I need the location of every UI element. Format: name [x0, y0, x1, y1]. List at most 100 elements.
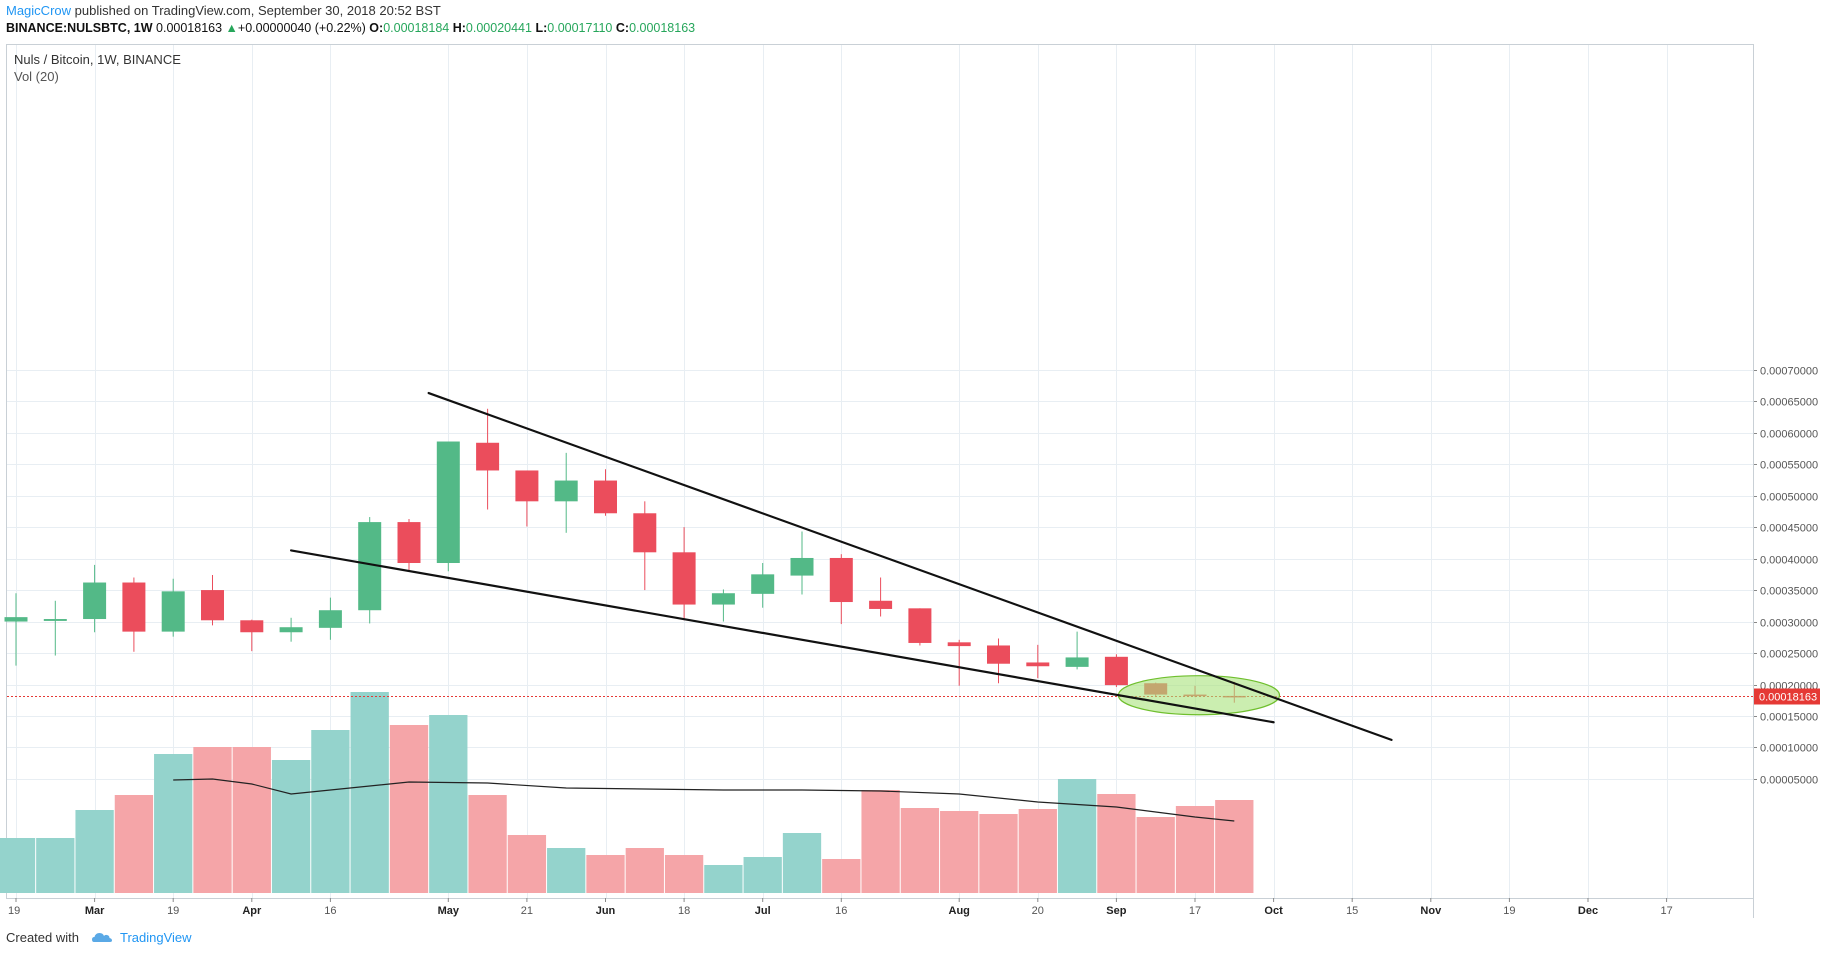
high-label: H:: [452, 21, 466, 35]
candle-body: [122, 582, 146, 632]
volume-bar: [232, 747, 271, 893]
volume-bar: [1097, 794, 1136, 893]
x-tick-label: 19: [8, 905, 20, 917]
volume-bar: [193, 747, 232, 893]
candle-body: [711, 593, 735, 605]
volume-bar: [1136, 817, 1175, 893]
time-axis[interactable]: 19 Mar 19 Apr 16 May 21 Jun 18 Jul 16 Aug 20 Sep 17 Oct…: [7, 45, 1754, 918]
grid: [7, 45, 1753, 898]
volume-bar: [704, 865, 743, 893]
volume-bar: [75, 810, 114, 893]
volume-bar: [1018, 809, 1057, 893]
volume-bar: [586, 855, 625, 893]
volume-bar: [429, 715, 468, 893]
lower-trendline[interactable]: [290, 549, 1275, 724]
x-tick-label: Oct: [1264, 905, 1283, 917]
pane-title: Nuls / Bitcoin, 1W, BINANCE: [14, 52, 181, 67]
y-tick-label: 0.00005000: [1760, 775, 1818, 787]
volume-bar: [154, 754, 193, 893]
candle-body: [436, 441, 460, 564]
volume-bar: [507, 835, 547, 893]
candle-body: [1065, 657, 1089, 667]
candle-body: [397, 522, 421, 564]
tradingview-link[interactable]: TradingView: [120, 930, 192, 945]
candle-body: [790, 557, 814, 576]
close-value: 0.00018163: [629, 21, 696, 35]
x-tick-label: Jun: [596, 905, 616, 917]
x-tick-label: Sep: [1106, 905, 1126, 917]
price-change: +0.00000040 (+0.22%): [237, 21, 366, 35]
x-tick-label: May: [438, 905, 460, 917]
volume-bar: [468, 795, 507, 893]
candle-body: [987, 645, 1010, 664]
upper-trendline[interactable]: [427, 391, 1393, 741]
low-value: 0.00017110: [547, 21, 613, 35]
volume-bars: [0, 692, 1254, 893]
candle-body: [279, 627, 303, 633]
open-label: O:: [369, 21, 384, 35]
volume-bar: [1215, 800, 1254, 893]
candle-body: [476, 442, 500, 471]
y-tick-label: 0.00025000: [1760, 649, 1818, 661]
y-tick-label: 0.00070000: [1760, 366, 1818, 378]
candle-body: [161, 591, 185, 632]
publish-info: MagicCrow published on TradingView.com, …: [6, 3, 441, 18]
y-tick-label: 0.00060000: [1760, 429, 1818, 441]
volume-bar: [389, 725, 429, 893]
x-tick-label: 18: [678, 905, 690, 917]
volume-bar: [861, 790, 900, 893]
candle-body: [1026, 662, 1050, 667]
low-label: L:: [535, 21, 548, 35]
candle-body: [554, 480, 578, 502]
candle-body: [672, 552, 696, 605]
symbol-ohlc-line: BINANCE:NULSBTC, 1W 0.00018163 ▲+0.00000…: [6, 21, 695, 35]
candle-body: [4, 617, 28, 622]
volume-bar: [36, 838, 75, 893]
y-tick-label: 0.00065000: [1760, 397, 1818, 409]
x-tick-label: 17: [1660, 905, 1672, 917]
x-tick-label: 16: [324, 905, 336, 917]
volume-bar: [782, 833, 822, 893]
author-link[interactable]: MagicCrow: [6, 3, 72, 18]
x-tick-label: 19: [1503, 905, 1515, 917]
x-tick-label: Dec: [1578, 905, 1598, 917]
change-up-icon: ▲: [225, 21, 238, 35]
x-tick-label: 21: [521, 905, 533, 917]
y-tick-label: 0.00015000: [1760, 712, 1818, 724]
y-tick-label: 0.00040000: [1760, 555, 1818, 567]
high-value: 0.00020441: [465, 21, 532, 35]
price-tag-label: 0.00018163: [1759, 692, 1817, 704]
close-label: C:: [615, 21, 630, 35]
volume-bar: [940, 811, 979, 893]
candle-body: [318, 610, 342, 628]
volume-bar: [625, 848, 664, 893]
volume-bar: [822, 859, 861, 893]
trend-lines[interactable]: [290, 391, 1393, 741]
volume-bar: [311, 730, 350, 893]
candle-body: [1104, 656, 1128, 686]
price-tag-box: [1754, 688, 1820, 705]
price-axis[interactable]: 0.000050000.000100000.000150000.00020000…: [1753, 366, 1818, 787]
y-tick-label: 0.00035000: [1760, 586, 1818, 598]
volume-bar: [547, 848, 586, 893]
volume-bar: [114, 795, 154, 893]
open-value: 0.00018184: [383, 21, 450, 35]
price-tag: 0.00018163: [1754, 688, 1820, 705]
candle-body: [633, 513, 657, 553]
volume-bar: [979, 814, 1018, 893]
x-tick-label: Aug: [949, 905, 970, 917]
y-tick-label: 0.00055000: [1760, 460, 1818, 472]
x-tick-label: Mar: [85, 905, 105, 917]
candle-body: [201, 590, 224, 621]
volume-bar: [900, 808, 940, 893]
volume-bar: [0, 838, 36, 893]
candle-body: [43, 619, 67, 621]
candle-body: [515, 470, 539, 502]
tradingview-cloud-icon: [91, 933, 112, 943]
candle-body: [358, 522, 382, 611]
y-tick-label: 0.00045000: [1760, 523, 1818, 535]
y-tick-label: 0.00010000: [1760, 743, 1818, 755]
candle-body: [751, 574, 775, 594]
candlesticks: [4, 408, 1246, 703]
